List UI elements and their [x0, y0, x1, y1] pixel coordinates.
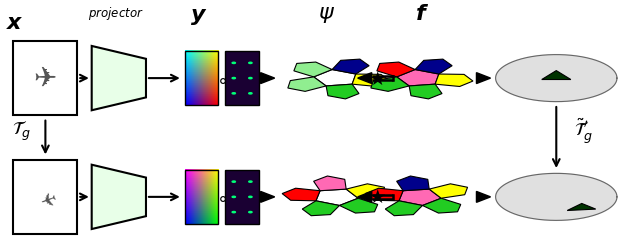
Polygon shape: [346, 184, 385, 198]
Polygon shape: [429, 184, 468, 198]
Text: ✈: ✈: [34, 65, 57, 93]
Text: $\boldsymbol{y}$: $\boldsymbol{y}$: [190, 5, 207, 27]
Polygon shape: [358, 73, 372, 84]
Polygon shape: [397, 70, 439, 87]
Polygon shape: [399, 189, 441, 206]
Text: $\boldsymbol{x}$: $\boldsymbol{x}$: [6, 12, 24, 34]
Polygon shape: [302, 201, 339, 216]
Bar: [185, 52, 218, 106]
Circle shape: [232, 181, 236, 182]
Polygon shape: [435, 75, 473, 87]
Circle shape: [495, 174, 617, 220]
Polygon shape: [371, 78, 409, 92]
Bar: [13, 160, 77, 234]
Circle shape: [249, 197, 252, 198]
Text: $\circ$: $\circ$: [216, 69, 228, 88]
Polygon shape: [397, 176, 429, 191]
Circle shape: [232, 212, 236, 213]
Polygon shape: [415, 60, 452, 75]
Polygon shape: [332, 60, 369, 75]
Polygon shape: [326, 85, 359, 100]
Text: $\circ$: $\circ$: [216, 188, 228, 207]
Polygon shape: [314, 176, 346, 191]
Polygon shape: [92, 165, 146, 229]
Polygon shape: [339, 198, 378, 213]
Circle shape: [249, 212, 252, 213]
Polygon shape: [358, 192, 372, 203]
Polygon shape: [294, 63, 332, 78]
Polygon shape: [476, 192, 490, 203]
Polygon shape: [92, 47, 146, 111]
Polygon shape: [409, 85, 442, 100]
Circle shape: [249, 93, 252, 94]
Polygon shape: [365, 188, 403, 201]
Bar: [13, 42, 77, 116]
Polygon shape: [385, 201, 422, 216]
Circle shape: [495, 55, 617, 102]
Polygon shape: [377, 63, 415, 78]
Polygon shape: [288, 78, 326, 92]
Bar: [225, 52, 259, 106]
Polygon shape: [282, 188, 320, 201]
Polygon shape: [260, 73, 275, 84]
Circle shape: [232, 78, 236, 79]
Polygon shape: [476, 73, 490, 84]
Circle shape: [249, 63, 252, 64]
Polygon shape: [260, 192, 275, 203]
Circle shape: [249, 181, 252, 182]
Text: $\bigstar$: $\bigstar$: [369, 188, 387, 207]
Circle shape: [232, 63, 236, 64]
Polygon shape: [541, 71, 571, 80]
Bar: [225, 170, 259, 224]
Text: $\psi$: $\psi$: [318, 3, 335, 24]
Text: $\boldsymbol{f}$: $\boldsymbol{f}$: [415, 3, 429, 24]
Polygon shape: [314, 70, 356, 87]
Text: $\bigstar$: $\bigstar$: [369, 69, 387, 88]
Text: $\mathit{projector}$: $\mathit{projector}$: [88, 5, 143, 22]
Bar: [185, 170, 218, 224]
Polygon shape: [316, 189, 358, 206]
Circle shape: [249, 78, 252, 79]
Polygon shape: [567, 204, 596, 211]
Text: $\tilde{\mathcal{T}}_g^{\prime}$: $\tilde{\mathcal{T}}_g^{\prime}$: [573, 116, 593, 145]
Text: ✈: ✈: [35, 185, 56, 209]
Circle shape: [232, 93, 236, 94]
Text: $\mathcal{T}_g$: $\mathcal{T}_g$: [12, 119, 31, 142]
Polygon shape: [352, 75, 390, 87]
Polygon shape: [422, 198, 461, 213]
Circle shape: [232, 197, 236, 198]
